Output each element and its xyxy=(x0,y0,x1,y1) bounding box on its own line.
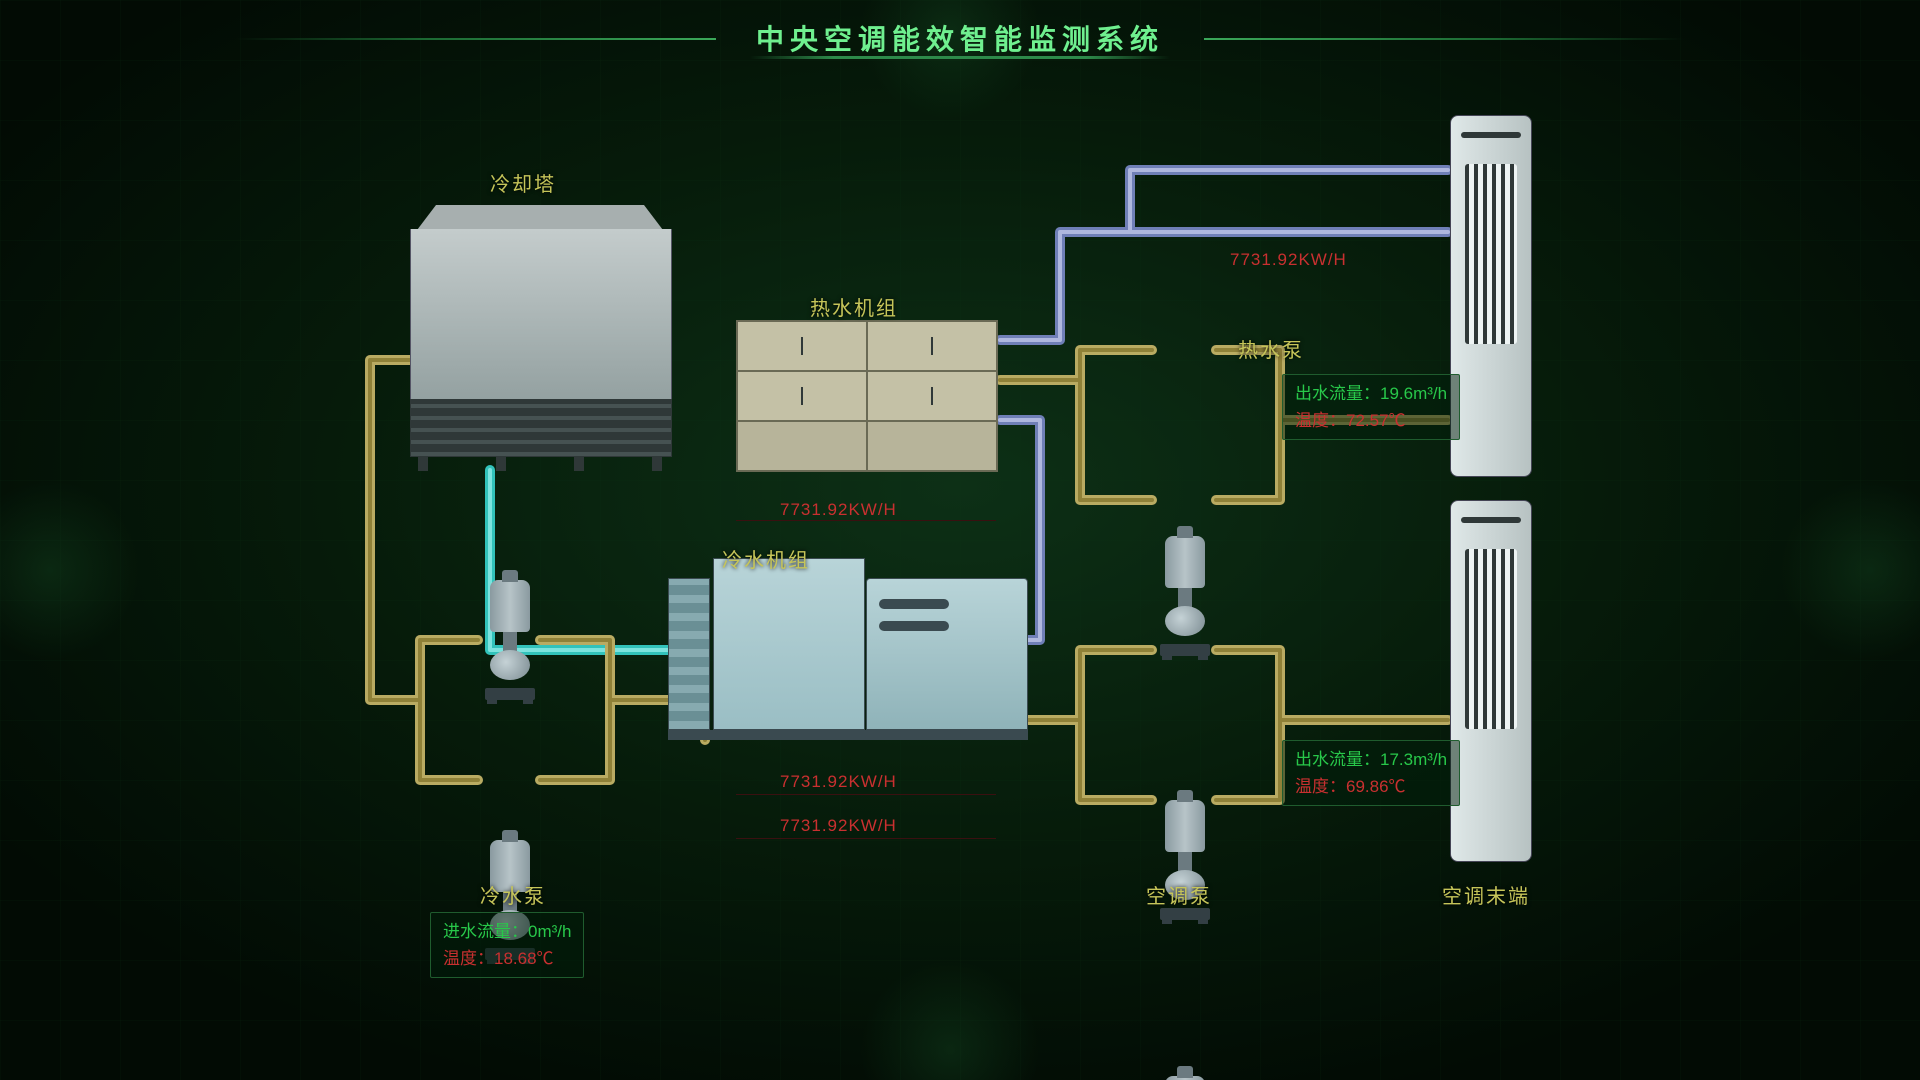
edge-glow-left xyxy=(0,480,140,660)
power-readout-mid: 7731.92KW/H xyxy=(780,500,897,520)
power-underline-mid xyxy=(736,520,996,521)
edge-glow-bottom xyxy=(860,960,1040,1080)
ac-terminal-1 xyxy=(1450,115,1532,477)
hot-pump-flow-value: 19.6m³/h xyxy=(1380,384,1447,403)
ac-pump-1 xyxy=(1160,1076,1210,1080)
hot-pump-temp-value: 72.57℃ xyxy=(1346,411,1406,430)
ac-pump-temp-value: 69.86℃ xyxy=(1346,777,1406,796)
edge-glow-right xyxy=(1780,480,1920,660)
ac-terminal-2 xyxy=(1450,500,1532,862)
chiller-unit-label: 冷水机组 xyxy=(722,544,810,573)
ac-pump-flow-value: 17.3m³/h xyxy=(1380,750,1447,769)
flow-in-label: 进水流量： xyxy=(443,922,528,941)
ac-pump-data-box: 出水流量：17.3m³/h 温度：69.86℃ xyxy=(1282,740,1460,806)
cold-pump-flow-value: 0m³/h xyxy=(528,922,571,941)
chiller-unit xyxy=(668,560,1028,740)
power-underline-lower-2 xyxy=(736,838,996,839)
pipe-layer xyxy=(0,0,1920,1080)
power-readout-lower-1: 7731.92KW/H xyxy=(780,772,897,792)
ac-terminal-label: 空调末端 xyxy=(1442,880,1530,909)
cold-pump-label: 冷水泵 xyxy=(480,880,546,909)
flow-out-label: 出水流量： xyxy=(1295,384,1380,403)
title-underline xyxy=(750,56,1170,59)
temp-label: 温度： xyxy=(443,949,494,968)
hot-pump-label: 热水泵 xyxy=(1238,334,1304,363)
ac-pump-label: 空调泵 xyxy=(1146,880,1212,909)
hot-water-unit xyxy=(736,320,998,472)
cold-pump-1 xyxy=(485,580,535,700)
flow-out-label: 出水流量： xyxy=(1295,750,1380,769)
power-readout-lower-2: 7731.92KW/H xyxy=(780,816,897,836)
power-underline-lower-1 xyxy=(736,794,996,795)
cooling-tower-label: 冷却塔 xyxy=(490,168,556,197)
background-grid xyxy=(0,0,1920,1080)
power-readout-top: 7731.92KW/H xyxy=(1230,250,1347,270)
hot-pump-1 xyxy=(1160,536,1210,656)
temp-label: 温度： xyxy=(1295,411,1346,430)
hot-pump-data-box: 出水流量：19.6m³/h 温度：72.57℃ xyxy=(1282,374,1460,440)
cooling-tower xyxy=(410,205,670,465)
cold-pump-temp-value: 18.68℃ xyxy=(494,949,554,968)
hot-water-unit-label: 热水机组 xyxy=(810,292,898,321)
temp-label: 温度： xyxy=(1295,777,1346,796)
diagram-canvas: 中央空调能效智能监测系统 冷却塔 热水机组 冷水机组 空调末端 冷水泵 热水泵 … xyxy=(0,0,1920,1080)
cold-pump-data-box: 进水流量：0m³/h 温度：18.68℃ xyxy=(430,912,584,978)
